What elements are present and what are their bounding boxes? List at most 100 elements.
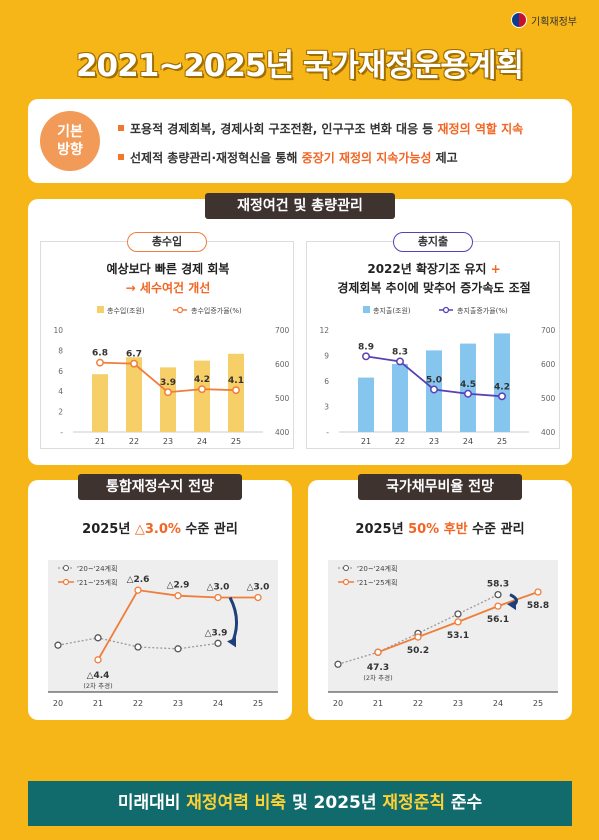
right-tick-label: 700: [275, 326, 290, 335]
legend-bar-label: 총수입(조원): [107, 306, 145, 315]
data-label: 4.1: [228, 376, 244, 386]
bullet-square-icon: [118, 125, 124, 131]
section-title-debt: 국가채무비율 전망: [358, 474, 522, 500]
badge-line2: 방향: [57, 142, 83, 158]
debt-subtitle-prefix: 2025년: [355, 522, 409, 537]
legend-new-marker: [62, 578, 70, 586]
basic-item-1-highlight: 재정의 역할 지속: [437, 122, 524, 136]
line-point: [430, 385, 438, 394]
x-tick-label: 22: [129, 437, 139, 446]
legend-old-marker: [343, 565, 349, 571]
bar: [126, 357, 142, 432]
x-tick-label: 20: [333, 699, 343, 708]
data-label: 58.3: [487, 580, 509, 590]
badge-line1: 기본: [57, 124, 83, 140]
debt-chart: '20~'24계획 '21~'25계획 20 21 22 23 24 25 47.3 50.2 53…: [328, 560, 558, 708]
line-point: [494, 602, 502, 610]
section-title-fiscal: 재정여건 및 총량관리: [205, 193, 395, 219]
data-label: 4.2: [494, 382, 510, 392]
legend-old-label: '20~'24계획: [77, 564, 117, 573]
bar: [194, 360, 210, 432]
line-point: [174, 592, 182, 600]
x-tick-label: 20: [53, 699, 63, 708]
x-tick-label: 21: [373, 699, 383, 708]
x-tick-label: 25: [231, 437, 241, 446]
data-label: △3.0: [207, 583, 230, 593]
section-title-balance: 통합재정수지 전망: [78, 474, 242, 500]
line-point: [498, 392, 506, 401]
right-tick-label: 400: [541, 428, 556, 437]
bar: [160, 367, 176, 432]
data-label: 4.5: [460, 380, 476, 390]
debt-ratio-card: 국가채무비율 전망 2025년 50% 후반 수준 관리 '20~'24계획 '2…: [308, 474, 572, 720]
left-tick-label: -: [326, 428, 329, 437]
conclusion-part-5: 준수: [444, 793, 483, 813]
line-point: [374, 648, 382, 656]
legend-line-marker: [442, 306, 450, 314]
data-label: 58.8: [527, 601, 549, 611]
revenue-chart: 총수입(조원) 총수입증가율(%) 10 8 6 4 2 - 700 600 500 400 21 22 2…: [53, 306, 290, 446]
data-label: △4.4: [87, 671, 110, 681]
ministry-name: 기획재정부: [531, 16, 577, 28]
left-tick-label: 3: [324, 403, 329, 412]
bar: [392, 364, 408, 432]
data-label: 5.0: [426, 376, 442, 386]
legend-new-marker: [342, 578, 350, 586]
right-tick-label: 400: [275, 428, 290, 437]
expenditure-panel: 총지출 2022년 확장기조 유지 + 경제회복 추이에 맞추어 증가속도 조절…: [306, 232, 560, 449]
right-tick-label: 600: [541, 360, 556, 369]
right-tick-label: 600: [275, 360, 290, 369]
line-point: [396, 357, 404, 366]
right-tick-label: 500: [275, 394, 290, 403]
line-point: [494, 590, 502, 599]
x-tick-label: 24: [493, 699, 503, 708]
x-tick-label: 22: [413, 699, 423, 708]
x-tick-label: 23: [453, 699, 463, 708]
balance-subtitle: 2025년 △3.0% 수준 관리: [28, 520, 292, 539]
x-tick-label: 23: [163, 437, 173, 446]
legend-line-label: 총수입증가율(%): [191, 306, 242, 315]
legend-old-label: '20~'24계획: [357, 564, 397, 573]
conclusion-part-3: 및 2025년: [286, 793, 383, 813]
basic-item-2-highlight: 중장기 재정의 지속가능성: [301, 151, 432, 165]
debt-subtitle: 2025년 50% 후반 수준 관리: [308, 520, 572, 539]
left-tick-label: -: [60, 428, 63, 437]
x-tick-label: 21: [95, 437, 105, 446]
left-tick-label: 6: [58, 367, 63, 376]
basic-item-2-text: 선제적 총량관리·재정혁신을 통해: [130, 151, 302, 165]
left-tick-label: 6: [324, 377, 329, 386]
left-tick-label: 12: [319, 326, 329, 335]
arrow-head-icon: [507, 600, 516, 611]
debt-subtitle-suffix: 수준 관리: [467, 522, 525, 537]
left-tick-label: 9: [324, 352, 329, 361]
note-label: (2차 추경): [363, 673, 392, 682]
data-label: △2.6: [127, 575, 150, 585]
bar: [92, 374, 108, 432]
revenue-panel: 총수입 예상보다 빠른 경제 회복 → 세수여건 개선 총수입(조원) 총수입증가…: [40, 232, 294, 449]
basic-direction-badge: 기본 방향: [40, 111, 100, 171]
basic-direction-card: 기본 방향 포용적 경제회복, 경제사회 구조전환, 인구구조 변화 대응 등 …: [28, 99, 572, 183]
expenditure-headline-2: 경제회복 추이에 맞추어 증가속도 조절: [337, 281, 531, 295]
basic-item-1: 포용적 경제회복, 경제사회 구조전환, 인구구조 변화 대응 등 재정의 역할…: [118, 120, 523, 137]
data-label: 3.9: [160, 378, 176, 388]
conclusion-part-2: 재정여력 비축: [186, 793, 287, 813]
left-tick-label: 2: [58, 408, 63, 417]
line-point: [134, 643, 142, 651]
expenditure-chart: 총지출(조원) 총지출증가율(%) 12 9 6 3 - 700 600 500 400 21 22 23…: [319, 306, 556, 446]
right-tick-label: 500: [541, 394, 556, 403]
x-tick-label: 23: [173, 699, 183, 708]
balance-chart: '20~'24계획 '21~'25계획 20 21 22 23 24 25 △4.4 △2.6 △2…: [48, 560, 278, 708]
balance-subtitle-highlight: △3.0%: [134, 522, 181, 537]
data-label: 56.1: [487, 615, 509, 625]
data-label: △3.0: [247, 583, 270, 593]
left-tick-label: 8: [58, 346, 63, 355]
bar: [358, 377, 374, 432]
bar: [494, 333, 510, 432]
plus-sign: +: [490, 262, 501, 276]
debt-subtitle-highlight: 50% 후반: [408, 522, 468, 537]
legend-old-marker: [63, 565, 69, 571]
ministry-logo: 기획재정부: [511, 12, 577, 28]
line-point: [232, 386, 240, 395]
taegeuk-icon: [511, 12, 527, 28]
